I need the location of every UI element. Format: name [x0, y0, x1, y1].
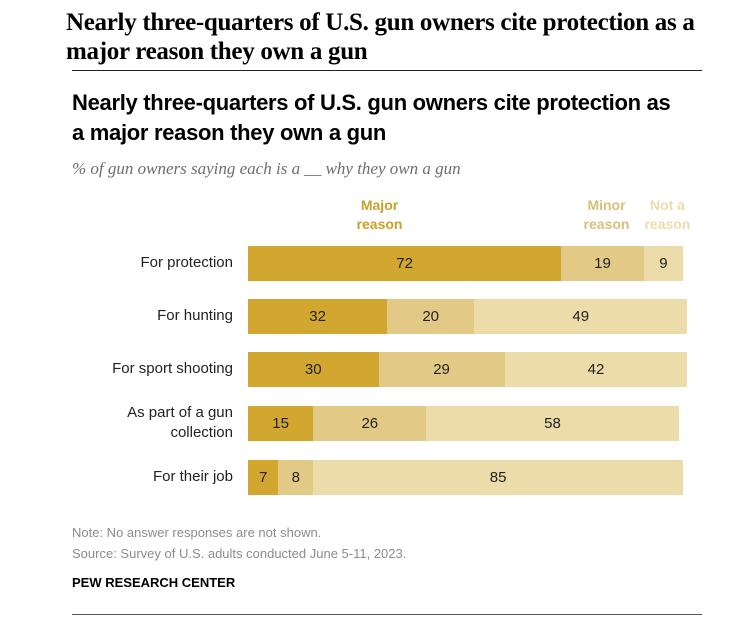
- bar-not-a-reason: 42: [504, 352, 688, 387]
- bar-not-a-reason: 9: [643, 246, 683, 281]
- chart-source: Source: Survey of U.S. adults conducted …: [72, 546, 407, 561]
- bar-major-reason: 15: [248, 406, 314, 441]
- page-title: Nearly three-quarters of U.S. gun owners…: [66, 9, 695, 65]
- bar-not-a-reason: 85: [313, 460, 683, 495]
- data-label: 19: [594, 255, 611, 272]
- bar-minor-reason: 20: [387, 299, 475, 334]
- data-label: 72: [396, 255, 413, 272]
- category-label: For sport shooting: [112, 360, 233, 377]
- chart-subtitle: % of gun owners saying each is a __ why …: [72, 159, 461, 178]
- divider: [72, 614, 702, 615]
- data-label: 42: [587, 361, 605, 378]
- bar-not-a-reason: 58: [426, 406, 679, 441]
- category-label: For protection: [140, 254, 233, 271]
- data-label: 32: [309, 308, 326, 325]
- pew-research-center-logo: PEW RESEARCH CENTER: [72, 575, 236, 590]
- data-label: 26: [361, 415, 379, 432]
- data-label: 15: [272, 415, 289, 432]
- bar-major-reason: 30: [248, 352, 379, 387]
- data-label: 7: [259, 469, 268, 486]
- data-label: 58: [544, 415, 561, 432]
- bar-major-reason: 7: [248, 460, 279, 495]
- chart-title: Nearly three-quarters of U.S. gun owners…: [72, 90, 671, 145]
- legend-minor-reason: Minor reason: [583, 197, 630, 232]
- data-label: 85: [489, 469, 507, 486]
- category-label: As part of a gun collection: [127, 404, 233, 441]
- data-label: 49: [572, 308, 590, 325]
- chart-note: Note: No answer responses are not shown.: [72, 525, 322, 540]
- data-label: 9: [659, 255, 668, 272]
- legend-major-reason: Major reason: [356, 197, 403, 232]
- data-label: 20: [422, 308, 440, 325]
- bar-major-reason: 32: [248, 299, 388, 334]
- legend-not-a-reason: Not a reason: [644, 197, 691, 232]
- bar-not-a-reason: 49: [474, 299, 688, 334]
- data-label: 29: [433, 361, 450, 378]
- bar-minor-reason: 8: [278, 460, 314, 495]
- bar-minor-reason: 26: [313, 406, 427, 441]
- bar-minor-reason: 19: [561, 246, 644, 281]
- category-label: For their job: [152, 468, 233, 485]
- data-label: 30: [304, 361, 322, 378]
- data-label: 8: [291, 469, 300, 486]
- divider: [72, 70, 702, 71]
- bar-minor-reason: 29: [378, 352, 505, 387]
- category-label: For hunting: [157, 307, 233, 324]
- bar-major-reason: 72: [248, 246, 562, 281]
